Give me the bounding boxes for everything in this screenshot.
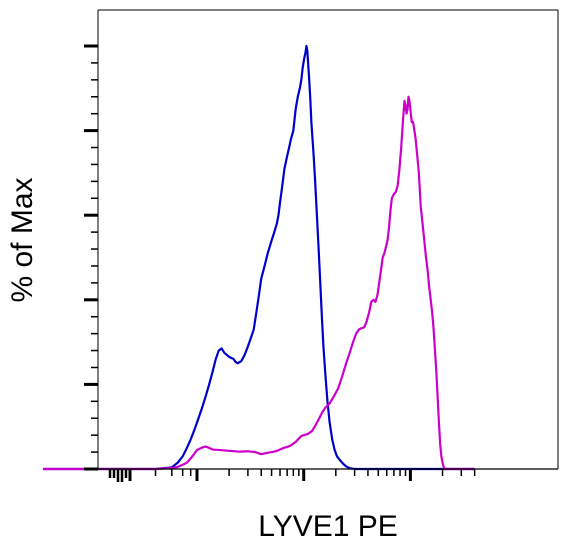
x-axis-label: LYVE1 PE xyxy=(258,510,398,543)
series-line-2 xyxy=(43,95,475,471)
plot-frame xyxy=(97,9,559,470)
y-axis-label: % of Max xyxy=(6,177,39,302)
axis-ticks xyxy=(84,44,476,482)
series-line-1 xyxy=(43,44,475,471)
series-layer xyxy=(43,44,475,471)
